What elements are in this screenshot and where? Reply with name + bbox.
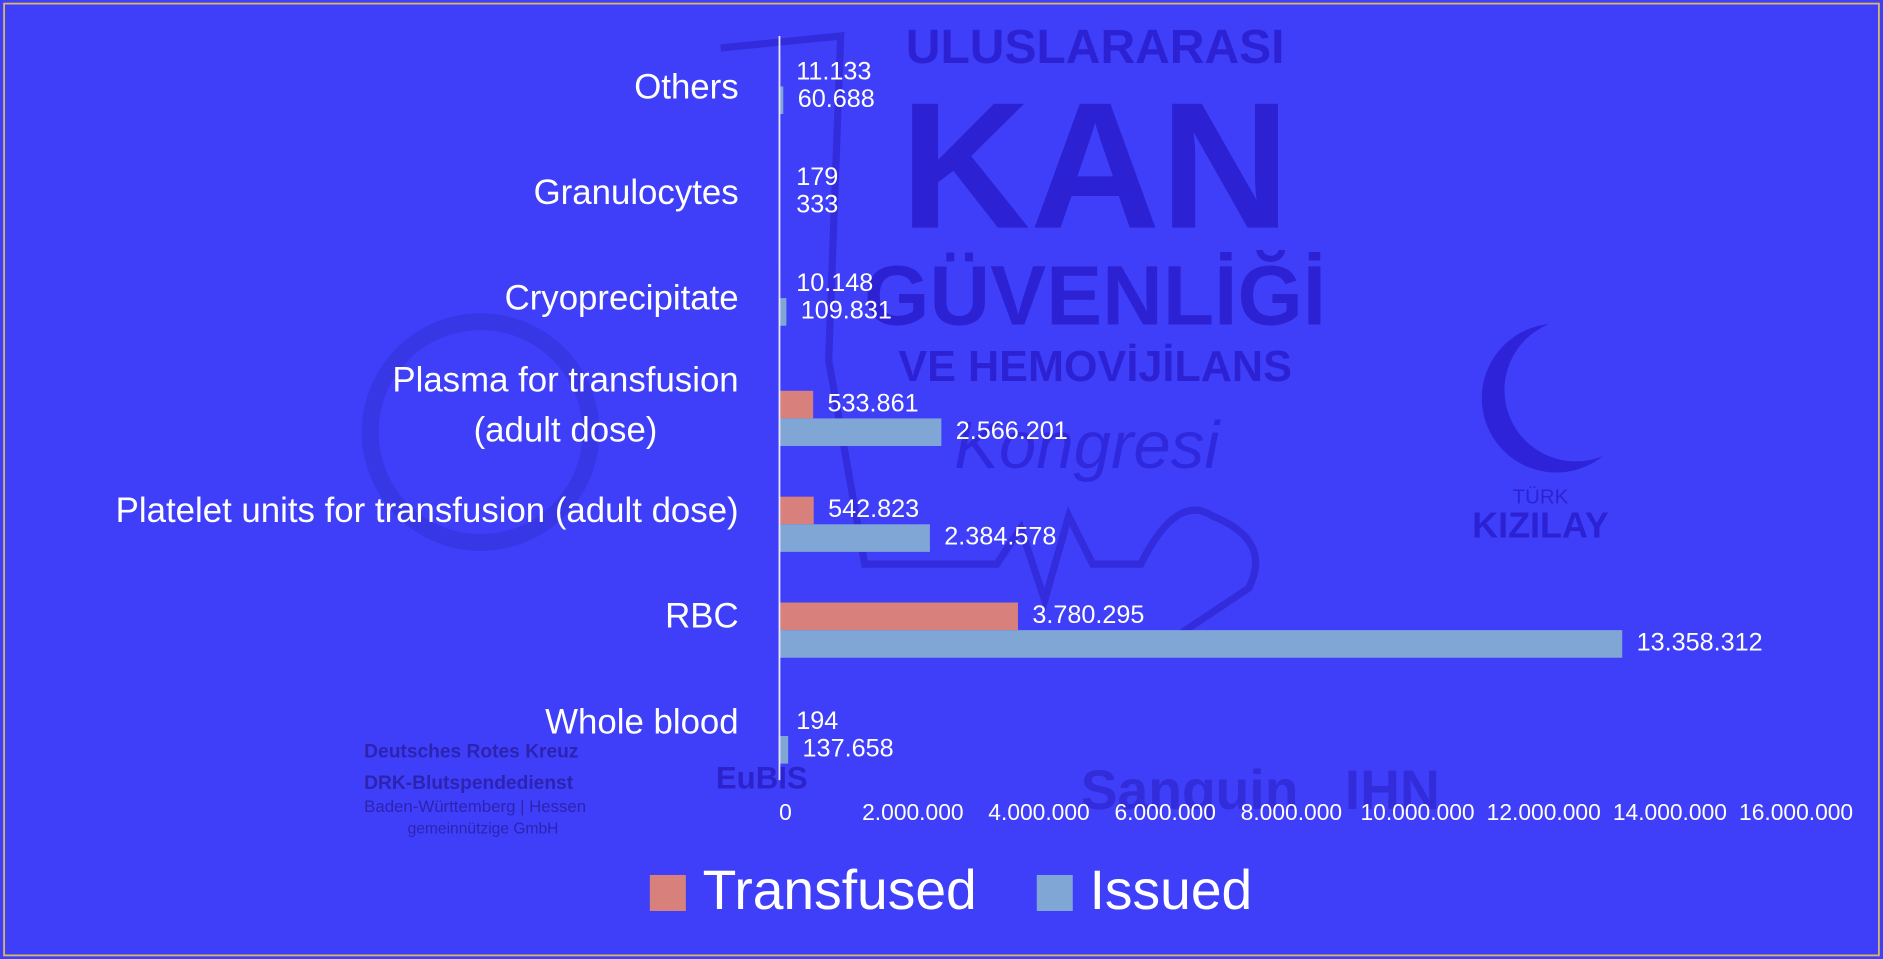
bar (779, 496, 814, 525)
legend-swatch (649, 874, 686, 911)
bar (779, 630, 1623, 658)
value-label: 11.133 (796, 57, 871, 85)
watermark-text: DRK-Blutspendedienst (364, 773, 574, 794)
watermark-text: gemeinnützige GmbH (408, 820, 559, 837)
watermark-text: EuBIS (716, 760, 808, 795)
category-wrap: RBC (1, 545, 739, 689)
watermark-text: Baden-Württemberg | Hessen (364, 797, 586, 816)
category-label: Granulocytes (533, 174, 739, 213)
category-label-box: Whole blood (1, 651, 739, 795)
watermark-text: KAN (900, 66, 1290, 267)
category-wrap: Whole blood (1, 651, 739, 795)
value-label: 179 (796, 163, 838, 191)
value-label: 542.823 (828, 495, 919, 523)
watermark-text: TÜRK (1513, 486, 1569, 508)
x-tick-label: 6.000.000 (1114, 799, 1215, 825)
bar (779, 524, 930, 552)
x-tick-label: 2.000.000 (862, 799, 963, 825)
category-wrap: Granulocytes (1, 121, 739, 265)
watermark-text: ULUSLARARASI (906, 21, 1285, 74)
category-label: Others (634, 68, 739, 107)
value-label: 333 (796, 191, 838, 219)
bar (779, 735, 789, 764)
category-wrap: Others (1, 16, 739, 160)
value-label: 3.780.295 (1032, 601, 1144, 629)
category-label-box: Platelet units for transfusion (adult do… (1, 439, 739, 583)
legend-swatch (1036, 874, 1073, 911)
bar (779, 390, 814, 419)
value-label: 533.861 (828, 389, 919, 417)
logo-bag (720, 32, 1260, 640)
watermark-text: Kongresi (954, 408, 1221, 483)
value-label: 10.148 (796, 269, 873, 297)
x-tick-label: 4.000.000 (988, 799, 1089, 825)
bar (779, 298, 787, 326)
category-label-box: Others (1, 16, 739, 160)
watermark-text: Deutsches Rotes Kreuz (364, 742, 578, 763)
category-label: RBC (665, 597, 739, 637)
category-label: Platelet units for transfusion (adult do… (115, 491, 739, 531)
value-label: 60.688 (798, 85, 875, 113)
logo-crescent (1481, 324, 1603, 473)
value-label: 2.384.578 (944, 523, 1056, 551)
value-label: 109.831 (801, 297, 892, 325)
legend-label: Transfused (703, 859, 977, 921)
x-tick-label: 8.000.000 (1241, 799, 1342, 825)
value-label: 137.658 (803, 734, 894, 762)
category-label: Cryoprecipitate (504, 280, 739, 319)
category-label-box: Plasma for transfusion (adult dose) (1, 333, 739, 477)
category-wrap: Cryoprecipitate (1, 227, 739, 371)
x-tick-label: 16.000.000 (1739, 799, 1853, 825)
value-label: 2.566.201 (956, 417, 1068, 445)
category-label: Whole blood (545, 703, 739, 742)
category-label-box: Granulocytes (1, 121, 739, 265)
category-label-box: Cryoprecipitate (1, 227, 739, 371)
x-tick-label: 12.000.000 (1487, 799, 1601, 825)
watermark-text: IHN (1345, 759, 1440, 821)
watermark-text: Sanquin (1081, 759, 1299, 821)
watermark-text: VE HEMOVİJİLANS (898, 343, 1292, 391)
category-label-box: RBC (1, 545, 739, 689)
logo-seal (361, 313, 600, 551)
category-wrap: Platelet units for transfusion (adult do… (1, 439, 739, 583)
value-label: 13.358.312 (1637, 629, 1763, 657)
value-label: 194 (796, 707, 838, 735)
bar (779, 602, 1018, 631)
x-tick-label: 10.000.000 (1360, 799, 1474, 825)
category-wrap: Plasma for transfusion (adult dose) (1, 333, 739, 477)
x-tick-label: 14.000.000 (1613, 799, 1727, 825)
x-tick-label: 0 (779, 799, 792, 825)
category-label: Plasma for transfusion (adult dose) (392, 360, 739, 450)
legend-label: Issued (1090, 859, 1253, 921)
bar (779, 418, 942, 447)
bar (779, 86, 784, 115)
slide-border (3, 2, 1880, 957)
watermark-text: KIZILAY (1472, 505, 1609, 546)
watermark-text: GÜVENLİĞİ (864, 249, 1326, 343)
